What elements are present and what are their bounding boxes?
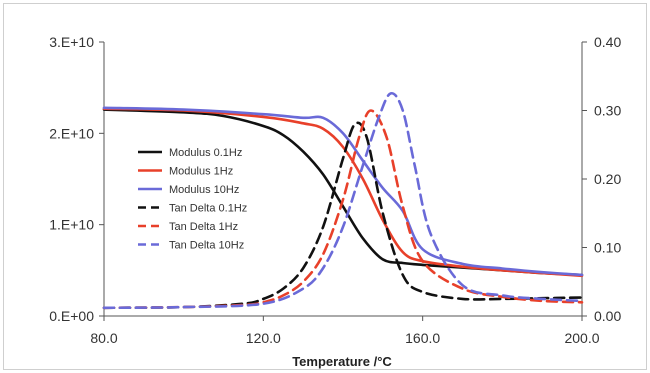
x-axis-title: Temperature /°C xyxy=(292,354,392,369)
legend: Modulus 0.1Hz Modulus 1Hz Modulus 10Hz Tan … xyxy=(138,147,247,252)
x-tick-label: 160.0 xyxy=(405,330,440,346)
y-right-tick-label: 0.10 xyxy=(594,240,621,256)
series-line-tan-delta-0-1hz xyxy=(102,121,584,310)
y-right-tick-label: 0.30 xyxy=(594,103,621,119)
series-line-modulus-1hz xyxy=(102,107,584,278)
y-right-tick-label: 0.20 xyxy=(594,171,621,187)
legend-label-tan-delta-0-1hz: Tan Delta 0.1Hz xyxy=(169,203,247,215)
y-right-tick-label: 0.40 xyxy=(594,34,621,50)
legend-label-modulus-1hz: Modulus 1Hz xyxy=(169,166,233,178)
legend-label-modulus-10hz: Modulus 10Hz xyxy=(169,184,239,196)
series-line-tan-delta-10hz xyxy=(102,92,584,310)
legend-label-modulus-0-1hz: Modulus 0.1Hz xyxy=(169,147,242,159)
axes-layer: 80.0 120.0 160.0 200.0 0.E+00 1.E+10 2.E+10 3.E… xyxy=(49,34,621,346)
y-left-tick-label: 0.E+00 xyxy=(49,308,94,324)
legend-label-tan-delta-1hz: Tan Delta 1Hz xyxy=(169,221,238,233)
chart-frame xyxy=(3,3,647,370)
series-line-modulus-10hz xyxy=(102,106,584,277)
y-left-tick-label: 1.E+10 xyxy=(49,217,94,233)
legend-label-tan-delta-10hz: Tan Delta 10Hz xyxy=(169,240,244,252)
y-right-tick-label: 0.00 xyxy=(594,308,621,324)
x-tick-label: 80.0 xyxy=(90,330,117,346)
y-left-tick-label: 3.E+10 xyxy=(49,34,94,50)
x-tick-label: 120.0 xyxy=(246,330,281,346)
y-left-tick-label: 2.E+10 xyxy=(49,125,94,141)
x-tick-label: 200.0 xyxy=(564,330,599,346)
series-layer xyxy=(102,92,584,310)
